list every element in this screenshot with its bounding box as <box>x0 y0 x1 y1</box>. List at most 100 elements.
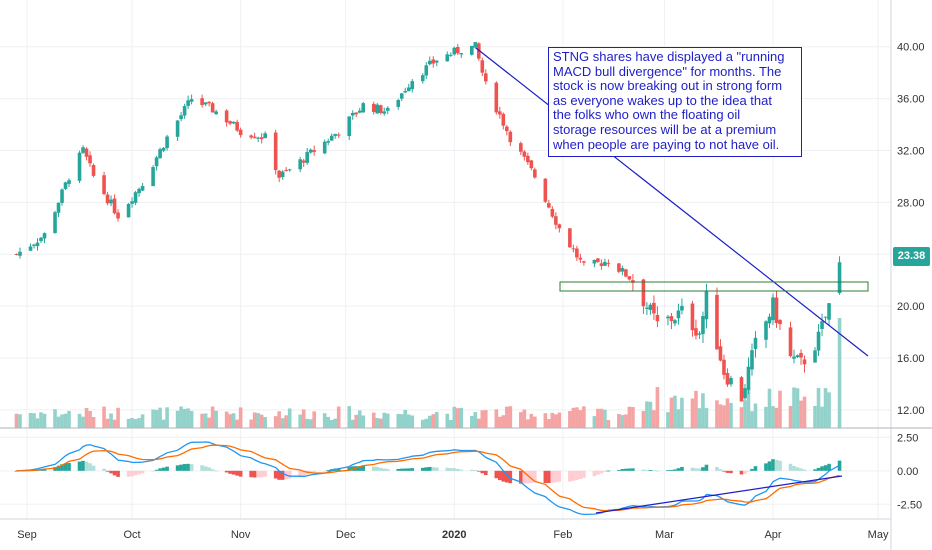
candle-body <box>35 242 40 247</box>
volume-bar <box>214 410 218 428</box>
volume-bar <box>312 411 316 428</box>
candle-body <box>722 359 726 375</box>
candle-body <box>501 113 506 126</box>
candle-body <box>596 258 600 262</box>
macd-histogram-bar <box>431 467 436 471</box>
candle-body <box>624 269 628 277</box>
volume-bar <box>452 406 457 428</box>
candle-body <box>434 60 439 63</box>
macd-histogram-bar <box>238 470 243 477</box>
macd-histogram-bar <box>105 470 110 472</box>
volume-bar <box>792 387 796 428</box>
candle-body <box>557 224 562 229</box>
volume-bar <box>631 407 635 428</box>
macd-histogram-bar <box>452 468 457 471</box>
volume-bar <box>189 410 194 428</box>
candle-body <box>361 103 366 113</box>
candle-body <box>378 105 383 113</box>
candle-body <box>410 81 415 90</box>
macd-histogram-bar <box>102 468 106 471</box>
macd-divergence-line[interactable] <box>595 475 843 514</box>
candle-body <box>207 101 211 104</box>
macd-histogram-bar <box>273 470 278 479</box>
candle-body <box>102 175 106 195</box>
macd-histogram-bar <box>571 470 576 481</box>
resistance-zone[interactable] <box>559 281 869 292</box>
volume-bar <box>224 411 229 428</box>
volume-bar <box>84 407 89 428</box>
macd-histogram-bar <box>655 470 660 472</box>
volume-bar <box>308 419 313 428</box>
macd-histogram-bar <box>203 466 208 471</box>
macd-histogram-bar <box>210 469 215 471</box>
volume-bar <box>231 413 236 428</box>
volume-bar <box>459 407 464 428</box>
volume-bar <box>91 416 96 428</box>
candle-body <box>259 137 264 140</box>
annotation-note[interactable]: STNG shares have displayed a "running MA… <box>548 47 802 157</box>
downtrend-line[interactable] <box>475 47 869 357</box>
candle-body <box>347 116 352 137</box>
candle-body <box>498 111 502 115</box>
candle-body <box>308 149 313 153</box>
candle-body <box>249 135 253 138</box>
volume-bar <box>620 415 625 428</box>
candle-body <box>505 126 509 132</box>
volume-bar <box>357 410 362 428</box>
macd-histogram-bar <box>543 470 548 484</box>
candle-body <box>771 297 775 321</box>
macd-histogram-bar <box>666 470 670 471</box>
macd-histogram-bar <box>77 461 82 471</box>
volume-bar <box>361 415 366 428</box>
candle-body <box>277 170 281 178</box>
volume-bar <box>336 406 341 428</box>
macd-histogram-bar <box>725 470 730 473</box>
volume-bar <box>140 414 145 428</box>
candle-body <box>725 372 730 385</box>
candle-body <box>200 98 204 106</box>
macd-histogram-bar <box>445 467 450 471</box>
macd-histogram-bar <box>130 470 134 477</box>
volume-bar <box>277 411 281 428</box>
volume-bar <box>771 406 775 428</box>
macd-histogram-bar <box>592 470 597 477</box>
volume-bar <box>652 410 656 428</box>
macd-histogram-bar <box>137 470 141 475</box>
macd-histogram-bar <box>494 470 499 479</box>
volume-bar <box>673 395 677 428</box>
macd-histogram-bar <box>739 470 744 475</box>
candle-body <box>333 133 338 136</box>
macd-histogram-bar <box>231 470 236 475</box>
candle-body <box>385 107 390 111</box>
volume-bar <box>718 404 723 428</box>
volume-bar <box>329 419 334 428</box>
candle-body <box>56 202 61 213</box>
macd-histogram-bar <box>112 470 117 476</box>
macd-histogram-bar <box>308 470 313 473</box>
volume-bar <box>371 412 376 428</box>
volume-bar <box>18 414 22 428</box>
volume-bar <box>161 419 166 428</box>
candle-body <box>550 208 555 217</box>
macd-histogram-bar <box>361 465 366 471</box>
volume-bar <box>729 402 733 428</box>
candle-body <box>329 135 334 141</box>
macd-histogram-bar <box>753 466 758 471</box>
macd-histogram-bar <box>774 459 779 471</box>
time-tick-label: Mar <box>655 529 674 541</box>
candle-body <box>406 87 411 92</box>
volume-bar <box>473 412 478 428</box>
macd-histogram-bar <box>596 470 600 475</box>
volume-bar <box>550 412 555 428</box>
volume-bar <box>557 412 562 428</box>
volume-bar <box>816 387 821 428</box>
macd-histogram-bar <box>648 470 653 471</box>
macd-histogram-bar <box>568 470 572 482</box>
volume-bar <box>596 408 600 428</box>
volume-bar <box>228 414 232 428</box>
candle-body <box>448 54 453 56</box>
time-tick-label: Oct <box>124 529 141 541</box>
candle-body <box>280 171 285 178</box>
candle-body <box>287 169 292 171</box>
volume-bar <box>42 413 47 428</box>
